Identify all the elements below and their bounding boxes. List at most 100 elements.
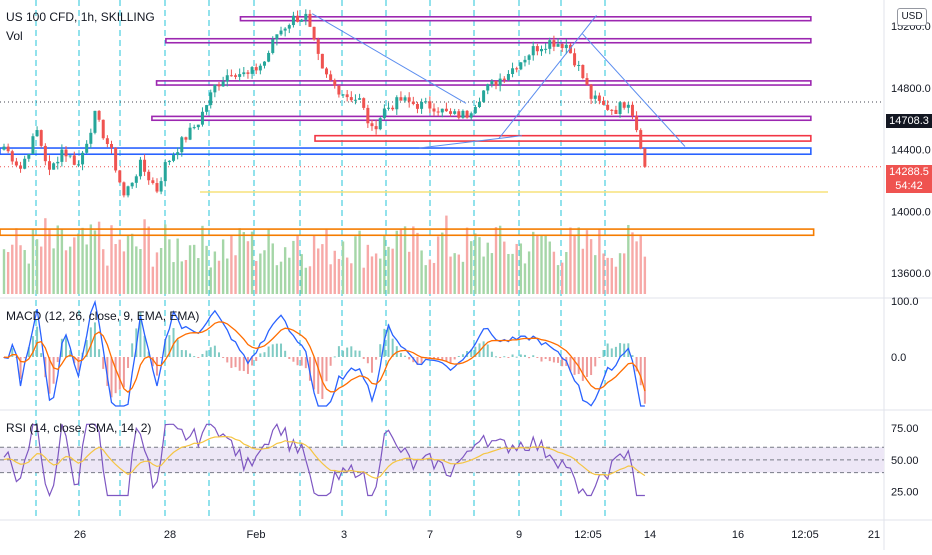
macd-histogram-bar [499, 357, 502, 358]
macd-histogram-bar [304, 357, 307, 369]
candle-body [589, 84, 593, 99]
candle-body [262, 61, 266, 66]
volume-bar [478, 237, 481, 294]
candle-body [486, 84, 490, 91]
macd-histogram-bar [321, 357, 324, 399]
candle-body [267, 52, 271, 62]
macd-histogram-bar [93, 322, 96, 357]
currency-badge[interactable]: USD [897, 8, 927, 26]
candle-body [287, 25, 291, 29]
candle-body [424, 101, 428, 103]
rsi-legend[interactable]: RSI (14, close, SMA, 14, 2) [6, 421, 152, 435]
candle-body [585, 78, 589, 85]
volume-bar [461, 261, 465, 294]
macd-histogram-bar [102, 357, 105, 369]
candle-body [436, 111, 440, 113]
candle-body [370, 123, 374, 127]
macd-histogram-bar [296, 357, 299, 366]
macd-histogram-bar [602, 350, 605, 357]
candle-body [473, 107, 477, 114]
macd-histogram-bar [180, 350, 183, 357]
time-tick-label: 3 [341, 529, 347, 541]
candle-body [304, 13, 308, 20]
rsi-line [3, 423, 645, 498]
volume-bar [97, 221, 101, 294]
macd-histogram-bar [544, 357, 547, 360]
macd-histogram-bar [234, 357, 237, 368]
candle-body [200, 111, 204, 125]
volume-legend[interactable]: Vol [6, 29, 23, 43]
volume-bar [192, 244, 196, 294]
candle-body [2, 146, 6, 150]
volume-bar [81, 227, 84, 294]
volume-bar [403, 226, 407, 294]
volume-bar [23, 250, 26, 294]
candle-body [159, 181, 163, 192]
time-tick-label: 14 [644, 529, 656, 541]
volume-bar [300, 254, 303, 294]
candle-body [43, 145, 47, 162]
volume-bar [317, 248, 320, 294]
price-zone [239, 16, 812, 22]
macd-histogram-bar [69, 350, 72, 357]
macd-histogram-bar [404, 355, 407, 357]
candle-body [72, 155, 76, 165]
volume-bar [283, 247, 287, 294]
time-tick-label: 28 [164, 529, 176, 541]
volume-bar [325, 228, 328, 294]
macd-histogram-bar [193, 356, 196, 358]
volume-bar [250, 231, 254, 294]
macd-pane: 100.0 0.0 [3, 296, 919, 407]
volume-bar [577, 227, 580, 294]
macd-histogram-bar [85, 340, 88, 357]
macd-histogram-bar [610, 348, 613, 357]
volume-bar [486, 242, 489, 294]
volume-bar [379, 258, 382, 294]
candle-body [502, 78, 506, 80]
volume-bar [366, 244, 370, 294]
candle-body [577, 64, 581, 66]
macd-histogram-bar [27, 347, 30, 357]
volume-bar [602, 253, 605, 294]
candle-body [515, 68, 519, 70]
symbol-title[interactable]: US 100 CFD, 1h, SKILLING [6, 10, 155, 24]
price-zone [0, 228, 815, 237]
macd-histogram-bar [639, 357, 642, 386]
volume-bar [56, 225, 59, 294]
macd-histogram-bar [255, 357, 258, 362]
candle-body [548, 40, 552, 49]
macd-histogram-bar [635, 357, 638, 372]
macd-histogram-bar [209, 347, 212, 357]
candle-body [411, 101, 415, 104]
candle-body [378, 118, 382, 130]
volume-bar [213, 251, 217, 294]
macd-legend[interactable]: MACD (12, 26, close, 9, EMA, EMA) [6, 309, 200, 323]
candle-body [60, 149, 64, 162]
candle-body [196, 124, 200, 128]
volume-bar [176, 238, 179, 294]
volume-bar [73, 237, 76, 294]
macd-histogram-bar [437, 357, 440, 359]
volume-bar [209, 267, 212, 294]
volume-bar [64, 250, 68, 294]
macd-histogram-bar [449, 357, 452, 364]
candle-body [337, 85, 341, 95]
candle-body [130, 182, 134, 187]
volume-bar [341, 241, 345, 294]
crosshair-price-tag: 14708.3 [886, 114, 932, 128]
time-tick-label: 21 [868, 529, 880, 541]
candle-body [506, 73, 510, 80]
volume-bar [288, 257, 291, 294]
trend-lines [311, 13, 686, 149]
candle-body [420, 102, 424, 109]
macd-histogram-bar [329, 357, 332, 366]
time-tick-label: 7 [427, 529, 433, 541]
volume-bar [118, 239, 121, 294]
macd-histogram-bar [548, 357, 551, 362]
macd-histogram-bar [89, 327, 92, 357]
macd-histogram-bar [631, 355, 634, 357]
macd-histogram-bar [474, 346, 477, 357]
